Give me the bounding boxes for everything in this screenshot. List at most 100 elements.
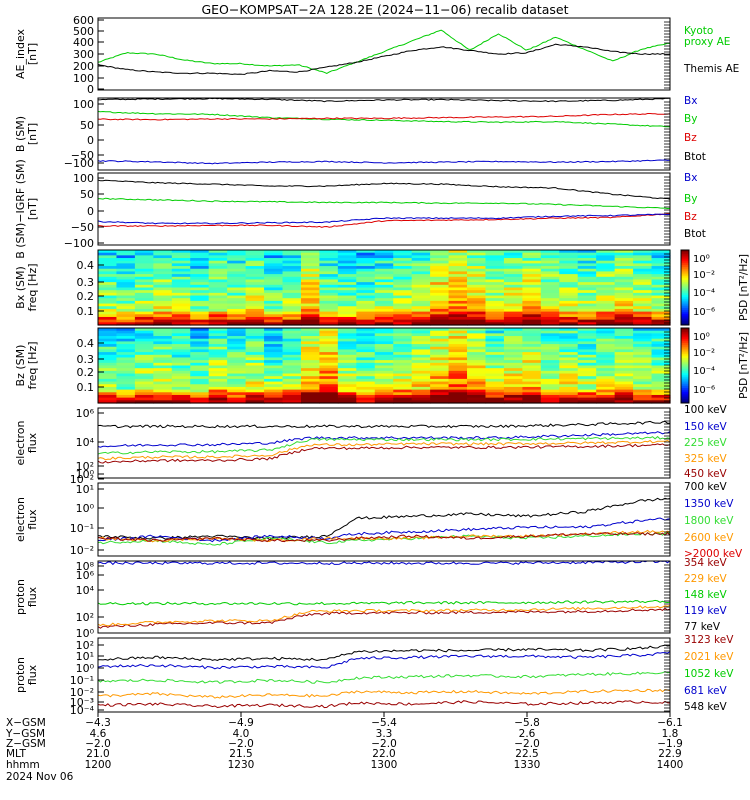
colorbar-cell [681, 285, 689, 289]
spectrogram-cell [485, 322, 505, 326]
spectrogram-cell [577, 314, 597, 318]
series-line-148-kev [98, 599, 670, 606]
ytick-label: 10⁴ [76, 436, 95, 449]
spectrogram-cell [596, 330, 616, 334]
series-group [98, 644, 670, 709]
spectrogram-cell [430, 330, 450, 334]
legend-entry: 1052 keV [684, 668, 734, 680]
spectrogram-cell [319, 368, 339, 372]
spectrogram-cell [98, 290, 118, 294]
spectrogram-cell [448, 381, 468, 385]
spectrogram-cell [319, 258, 339, 262]
spectrogram-cell [264, 392, 284, 396]
spectrogram-cell [467, 260, 487, 264]
spectrogram-cell [245, 303, 265, 307]
spectrogram-cell [503, 362, 523, 367]
spectrogram-cell [485, 336, 505, 340]
spectrogram-cell [374, 354, 394, 359]
spectrogram-cell [614, 341, 634, 345]
spectrogram-cell [577, 319, 597, 323]
spectrogram-cell [411, 352, 431, 356]
spectrogram-cell [171, 298, 191, 302]
spectrogram-cell [448, 295, 468, 299]
spectrogram-cell [153, 316, 173, 321]
spectrogram-cell [208, 365, 228, 369]
spectrogram-cell [577, 292, 597, 297]
spectrogram-cell [282, 378, 302, 383]
spectrogram-cell [227, 373, 247, 377]
spectrogram-cell [633, 349, 653, 353]
spectrogram-cell [116, 341, 136, 345]
spectrogram-cell [540, 333, 560, 337]
spectrogram-cell [227, 330, 247, 334]
spectrogram-cell [467, 397, 487, 401]
spectrogram-cell [485, 328, 505, 332]
spectrogram-cell [540, 268, 560, 273]
spectrogram-cell [448, 346, 468, 351]
spectrogram-cell [282, 333, 302, 337]
spectrogram-cell [245, 352, 265, 356]
spectrogram-cell [485, 319, 505, 323]
spectrogram-cell [430, 276, 450, 281]
spectrogram-cell [485, 274, 505, 278]
spectrogram-cell [577, 365, 597, 369]
spectrogram-cell [319, 287, 339, 291]
spectrogram-cell [485, 365, 505, 369]
spectrogram-cell [540, 292, 560, 297]
spectrogram-cell [374, 336, 394, 340]
spectrogram-cell [337, 362, 357, 367]
spectrogram-cell [300, 276, 321, 281]
spectrogram-cell [319, 360, 339, 364]
colorbar-tick-label: 10⁻² [693, 348, 715, 359]
spectrogram-cell [300, 316, 321, 321]
spectrogram-cell [577, 330, 597, 334]
spectrogram-cell [337, 260, 357, 264]
spectrogram-cell [411, 373, 431, 377]
colorbar-cell [681, 295, 689, 298]
spectrogram-cell [134, 389, 154, 393]
spectrogram-cell [116, 258, 136, 262]
spectrogram-cell [577, 266, 597, 270]
colorbar-cell [681, 397, 689, 400]
colorbar-cell [681, 344, 689, 348]
colorbar-cell [681, 328, 689, 331]
spectrogram-cell [540, 344, 560, 348]
spectrogram-cell [393, 370, 413, 375]
spectrogram-cell [596, 295, 616, 299]
spectrogram-cell [300, 381, 321, 385]
spectrogram-cell [503, 290, 523, 294]
spectrogram-cell [134, 346, 154, 351]
spectrogram-cell [374, 349, 394, 353]
spectrogram-cell [448, 308, 468, 313]
spectrogram-cell [245, 258, 265, 262]
spectrogram-cell [190, 263, 210, 267]
spectrogram-cell [190, 392, 210, 396]
spectrogram-cell [356, 311, 376, 315]
colorbar-cell [681, 304, 689, 307]
spectrogram-cell [485, 303, 505, 307]
ytick-label: 300 [73, 48, 94, 61]
legend-entry: Btot [684, 228, 706, 240]
spectrogram-cell [411, 384, 431, 388]
spectrogram-cell [134, 284, 154, 289]
spectrogram-cell [522, 389, 542, 393]
spectrogram-cell [374, 373, 394, 377]
spectrogram-cell [559, 397, 579, 401]
spectrogram-cell [116, 292, 136, 297]
spectrogram-cell [98, 316, 118, 321]
spectrogram-cell [522, 368, 542, 372]
spectrogram-cell [245, 276, 265, 281]
spectrogram-cell [559, 284, 579, 289]
spectrogram-cell [467, 250, 487, 254]
spectrogram-cell [559, 338, 579, 342]
spectrogram-cell [208, 308, 228, 313]
spectrogram-cell [282, 386, 302, 391]
spectrogram-cell [300, 263, 321, 267]
spectrogram-cell [300, 333, 321, 337]
spectrogram-cell [651, 352, 671, 356]
spectrogram-cell [430, 378, 450, 383]
spectrogram-cell [264, 255, 284, 259]
